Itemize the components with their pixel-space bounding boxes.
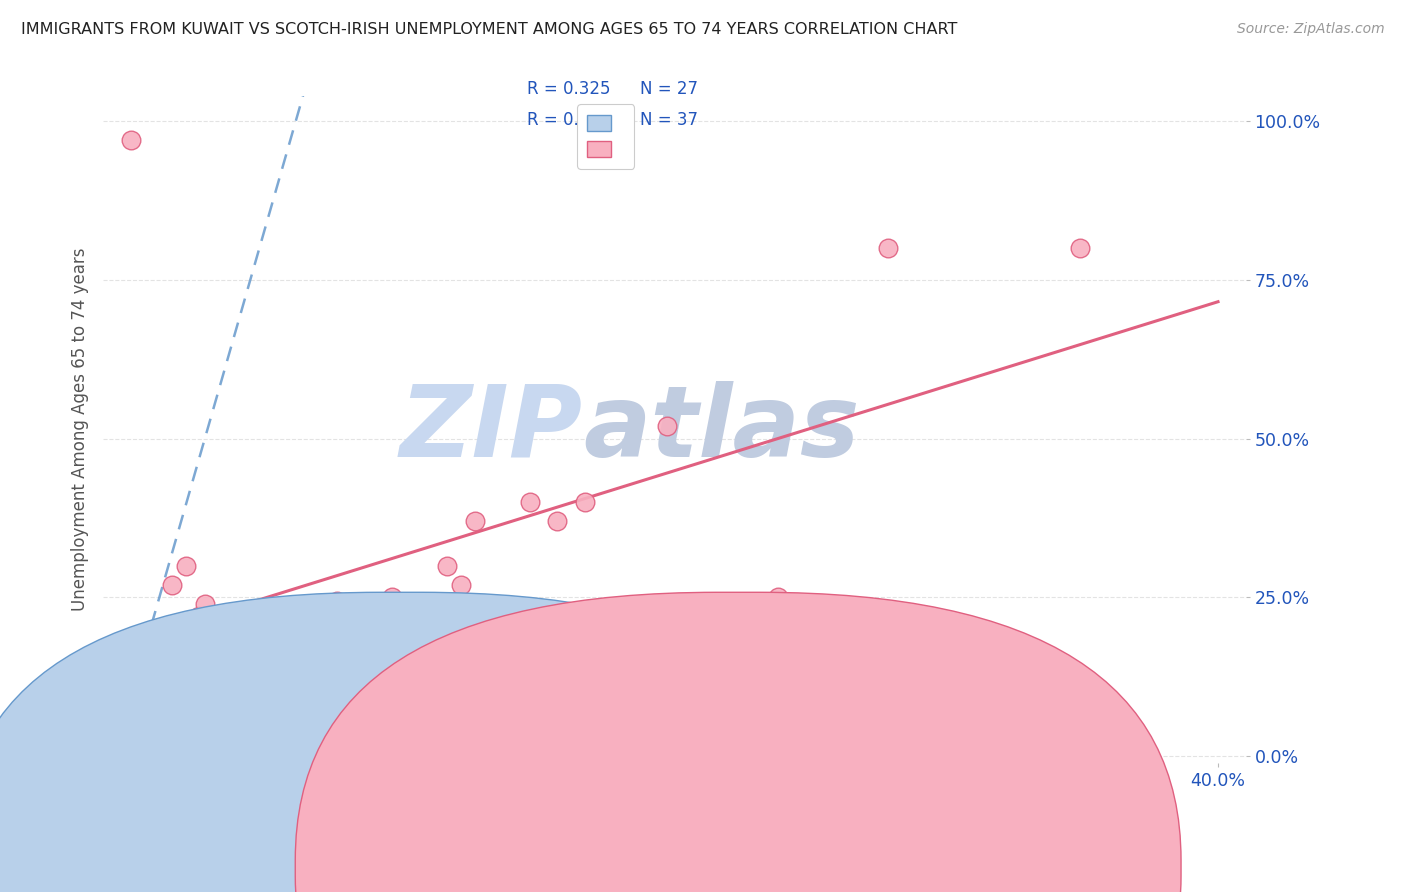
Point (519, 495, 541, 509)
Point (326, 593, 349, 607)
Point (114, 733, 136, 747)
Point (359, 609, 381, 624)
Point (257, 622, 280, 636)
Point (134, 673, 156, 687)
Text: R = 0.325: R = 0.325 (527, 79, 610, 97)
Point (108, 721, 131, 735)
Point (243, 609, 266, 624)
Point (160, 578, 183, 592)
Point (332, 609, 354, 624)
Point (111, 730, 134, 744)
Point (436, 558, 458, 573)
Point (114, 730, 136, 744)
Point (108, 733, 131, 747)
Point (353, 603, 375, 617)
Point (657, 419, 679, 434)
Legend: , : , (578, 104, 634, 169)
Text: N = 27: N = 27 (640, 79, 697, 97)
Point (1069, 241, 1091, 255)
Text: IMMIGRANTS FROM KUWAIT VS SCOTCH-IRISH UNEMPLOYMENT AMONG AGES 65 TO 74 YEARS CO: IMMIGRANTS FROM KUWAIT VS SCOTCH-IRISH U… (21, 22, 957, 37)
Point (464, 514, 486, 528)
Text: N = 37: N = 37 (640, 111, 697, 128)
Point (108, 739, 131, 754)
Point (249, 603, 271, 617)
Point (111, 723, 134, 738)
Point (194, 597, 217, 611)
Point (111, 736, 134, 750)
Point (120, 133, 142, 147)
Point (876, 241, 898, 255)
Point (211, 609, 233, 624)
Point (238, 609, 260, 624)
Point (202, 622, 225, 636)
Point (304, 609, 326, 624)
Point (108, 743, 131, 757)
Text: Immigrants from Kuwait: Immigrants from Kuwait (450, 858, 634, 872)
Point (111, 730, 134, 744)
Text: R = 0.797: R = 0.797 (527, 111, 610, 128)
Text: Source: ZipAtlas.com: Source: ZipAtlas.com (1237, 22, 1385, 37)
Point (111, 721, 134, 735)
Point (111, 727, 134, 741)
Point (108, 736, 131, 750)
Point (574, 495, 596, 509)
Point (215, 628, 238, 642)
Text: Scotch-Irish: Scotch-Irish (773, 858, 863, 872)
Point (229, 625, 252, 640)
Point (108, 749, 131, 764)
Point (277, 625, 299, 640)
Point (108, 723, 131, 738)
Point (111, 727, 134, 741)
Point (108, 746, 131, 760)
Point (298, 609, 321, 624)
Point (148, 654, 170, 668)
Point (111, 648, 134, 662)
Point (409, 609, 432, 624)
Point (108, 727, 131, 741)
Y-axis label: Unemployment Among Ages 65 to 74 years: Unemployment Among Ages 65 to 74 years (72, 247, 89, 611)
Point (174, 558, 197, 573)
Point (766, 591, 789, 605)
Point (266, 625, 288, 640)
Point (111, 711, 134, 725)
Point (114, 714, 136, 729)
Point (108, 723, 131, 738)
Text: atlas: atlas (583, 381, 859, 478)
Point (381, 591, 404, 605)
Point (111, 730, 134, 744)
Point (271, 635, 294, 649)
Point (111, 717, 134, 731)
Point (450, 578, 472, 592)
Point (546, 514, 568, 528)
Point (221, 609, 243, 624)
Point (108, 723, 131, 738)
Point (111, 635, 134, 649)
Text: ZIP: ZIP (399, 381, 583, 478)
Point (108, 730, 131, 744)
Point (188, 609, 211, 624)
